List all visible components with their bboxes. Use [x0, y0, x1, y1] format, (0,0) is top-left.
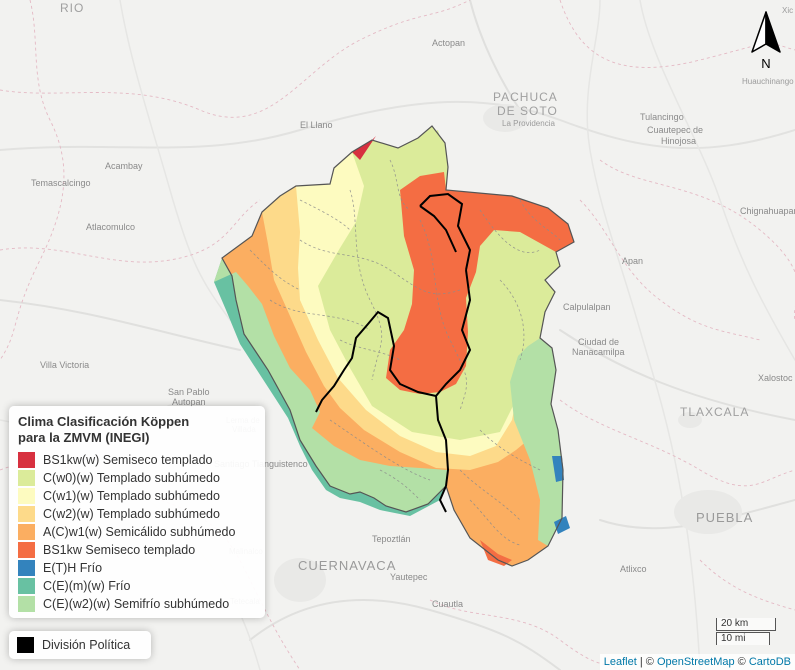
place-label: Chignahuapan — [740, 206, 795, 216]
legend-swatch — [18, 596, 35, 612]
scale-control: 20 km 10 mi — [716, 618, 776, 645]
legend-item: A(C)w1(w) Semicálido subhúmedo — [18, 524, 235, 540]
legend-item: C(E)(m)(w) Frío — [18, 578, 130, 594]
legend-label: BS1kw(w) Semiseco templado — [43, 453, 213, 467]
place-label: Tulancingo — [640, 112, 684, 122]
legend-swatch — [18, 506, 35, 522]
legend-swatch — [18, 578, 35, 594]
legend-swatch — [18, 470, 35, 486]
north-label: N — [761, 56, 770, 71]
place-label: Temascalcingo — [31, 178, 91, 188]
attribution: Leaflet | © OpenStreetMap © CartoDB — [600, 654, 795, 670]
legend-item: C(w1)(w) Templado subhúmedo — [18, 488, 220, 504]
attribution-sep1: | © — [637, 656, 657, 668]
legend-label: C(w2)(w) Templado subhúmedo — [43, 507, 220, 521]
place-label: Xalostoc — [758, 373, 793, 383]
legend-title: Clima Clasificación Köppen para la ZMVM … — [18, 414, 189, 446]
division-swatch — [17, 637, 34, 653]
legend-label: C(w0)(w) Templado subhúmedo — [43, 471, 220, 485]
place-label: Tepoztlán — [372, 534, 411, 544]
legend-swatch — [18, 488, 35, 504]
place-label: Ciudad de — [578, 337, 619, 347]
division-label: División Política — [42, 638, 130, 652]
place-label: Nanacamilpa — [572, 347, 625, 357]
legend-swatch — [18, 560, 35, 576]
place-label: RIO — [60, 1, 84, 15]
place-label: Hinojosa — [661, 136, 696, 146]
division-legend-row: División Política — [17, 637, 130, 653]
place-label: DE SOTO — [497, 104, 558, 118]
place-label: Atlixco — [620, 564, 647, 574]
place-label: Calpulalpan — [563, 302, 611, 312]
legend-item: C(w0)(w) Templado subhúmedo — [18, 470, 220, 486]
legend-label: E(T)H Frío — [43, 561, 102, 575]
osm-link[interactable]: OpenStreetMap — [657, 656, 735, 668]
legend-label: C(E)(w2)(w) Semifrío subhúmedo — [43, 597, 229, 611]
legend-item: E(T)H Frío — [18, 560, 102, 576]
place-label: PUEBLA — [696, 510, 753, 525]
legend-item: C(E)(w2)(w) Semifrío subhúmedo — [18, 596, 229, 612]
legend-item: BS1kw(w) Semiseco templado — [18, 452, 213, 468]
legend-swatch — [18, 542, 35, 558]
place-label: Acambay — [105, 161, 143, 171]
place-label: San Pablo — [168, 387, 210, 397]
place-label: Yautepec — [390, 572, 427, 582]
carto-link[interactable]: CartoDB — [749, 656, 791, 668]
attribution-sep2: © — [735, 656, 749, 668]
legend-label: C(w1)(w) Templado subhúmedo — [43, 489, 220, 503]
legend-item: BS1kw Semiseco templado — [18, 542, 195, 558]
north-arrow-icon: N — [746, 10, 786, 72]
legend-label: BS1kw Semiseco templado — [43, 543, 195, 557]
legend-label: C(E)(m)(w) Frío — [43, 579, 130, 593]
legend-title-line1: Clima Clasificación Köppen — [18, 414, 189, 430]
place-label: La Providencia — [502, 119, 555, 128]
legend-swatch — [18, 524, 35, 540]
place-label: TLAXCALA — [680, 405, 749, 419]
place-label: Apan — [622, 256, 643, 266]
division-legend: División Política — [9, 631, 151, 659]
scale-km: 20 km — [716, 618, 776, 631]
place-label: El Llano — [300, 120, 333, 130]
legend-label: A(C)w1(w) Semicálido subhúmedo — [43, 525, 235, 539]
leaflet-link[interactable]: Leaflet — [604, 656, 637, 668]
legend-title-line2: para la ZMVM (INEGI) — [18, 430, 189, 446]
climate-legend: Clima Clasificación Köppen para la ZMVM … — [9, 406, 265, 618]
place-label: PACHUCA — [493, 90, 558, 104]
place-label: CUERNAVACA — [298, 558, 396, 573]
legend-item: C(w2)(w) Templado subhúmedo — [18, 506, 220, 522]
place-label: Cuautepec de — [647, 125, 703, 135]
place-label: Atlacomulco — [86, 222, 135, 232]
place-label: Actopan — [432, 38, 465, 48]
legend-swatch — [18, 452, 35, 468]
place-label: Villa Victoria — [40, 360, 89, 370]
north-arrow: N — [746, 10, 786, 72]
scale-mi: 10 mi — [716, 632, 770, 645]
place-label: Cuautla — [432, 599, 463, 609]
place-label: Huauchinango — [742, 77, 794, 86]
